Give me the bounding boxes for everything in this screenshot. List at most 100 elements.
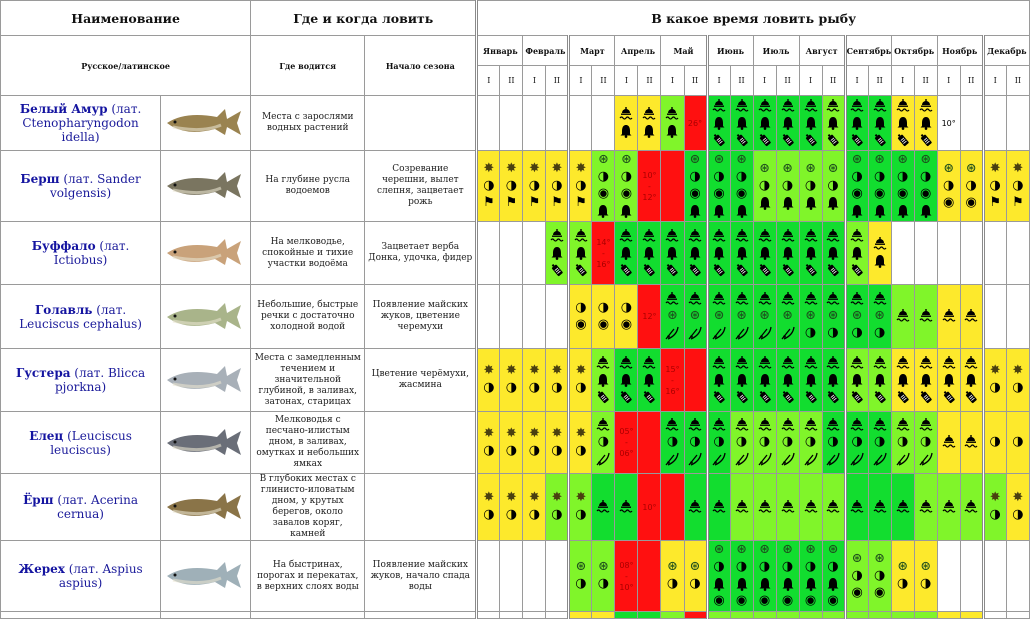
fly-rod-icon (758, 452, 772, 466)
calendar-cell-empty (959, 540, 984, 612)
fish-name-ru[interactable]: Жерех (18, 562, 65, 576)
calendar-cell-fair: ✸ ◑ (567, 348, 593, 412)
fish-name-ru[interactable]: Ёрш (23, 493, 54, 507)
half-month-label: I (475, 65, 501, 96)
bell-icon (781, 116, 795, 130)
calendar-cell-empty (981, 540, 1007, 612)
float-icon (781, 292, 795, 306)
calendar-cell-good: ◑ (775, 411, 800, 474)
fish-image-cell (160, 411, 252, 474)
half-moon-icon: ◑ (735, 434, 748, 449)
calendar-cell-fair: ◑ (981, 411, 1007, 474)
calendar-cell-fair: ✸ ◑ (1005, 473, 1030, 541)
calendar-cell-fair (637, 95, 662, 151)
header-where-when: Где и когда ловить (250, 0, 478, 36)
fish-name-lat: (лат. Aspius aspius) (58, 562, 143, 590)
fish-name-ru[interactable]: Белый Амур (19, 102, 108, 116)
feeder-icon (850, 263, 864, 277)
reel-icon: ⊛ (689, 308, 701, 323)
temperature-label: 12° (642, 312, 657, 321)
fish-name-ru[interactable]: Елец (29, 428, 64, 443)
calendar-cell-best: ⊛ ◑ ◉ (775, 540, 800, 612)
half-month-label: II (683, 65, 708, 96)
calendar-cell (843, 611, 869, 619)
fish-name-ru[interactable]: Густера (15, 366, 71, 380)
month-8: Август (798, 35, 846, 66)
fly-rod-icon (873, 452, 887, 466)
fish-habitat: Небольшие, быстрые речки с достаточно хо… (250, 284, 366, 349)
spinner-target-icon: ◉ (620, 186, 633, 201)
calendar-cell-fair: ◑ (1005, 411, 1030, 474)
calendar-cell-empty: 10° (936, 95, 961, 151)
reel-icon: ⊛ (713, 308, 725, 323)
calendar-cell-empty (591, 95, 616, 151)
calendar-cell-empty (475, 540, 501, 612)
calendar-cell-best (591, 473, 616, 541)
jig-snowflake-icon: ✸ (505, 363, 517, 378)
bell-icon (712, 116, 726, 130)
reel-icon: ⊛ (920, 559, 932, 574)
half-moon-icon: ◑ (713, 169, 725, 184)
bell-icon (781, 196, 795, 210)
half-moon-icon: ◑ (505, 177, 518, 193)
float-icon (596, 355, 610, 370)
feeder-icon (619, 263, 633, 277)
fish-season-start (364, 95, 478, 151)
fish-name[interactable]: Буффало (лат. Ictiobus) (0, 221, 162, 285)
fish-row: Голавль (лат. Leuciscus cephalus) Небольш… (0, 284, 1030, 349)
half-moon-icon: ◑ (827, 559, 839, 574)
half-moon-icon: ◑ (758, 434, 771, 449)
fish-name-ru[interactable]: Берш (20, 172, 60, 186)
month-12: Декабрь (981, 35, 1030, 66)
float-icon (619, 107, 633, 121)
calendar-cell-best (637, 221, 662, 285)
fish-name[interactable]: Белый Амур (лат. Ctenopharyngodon idella… (0, 95, 162, 151)
month-2: Февраль (522, 35, 570, 66)
reel-icon: ⊛ (597, 559, 609, 574)
calendar-cell-best (705, 348, 731, 412)
fish-name[interactable]: Жерех (лат. Aspius aspius) (0, 540, 162, 612)
fish-name-ru[interactable]: Буффало (31, 239, 96, 253)
spinner-target-icon: ◉ (873, 584, 886, 600)
bell-icon (596, 373, 610, 387)
fish-season-start: Появление майских жуков, начало спада во… (364, 540, 478, 612)
bell-icon (850, 246, 864, 260)
half-moon-icon: ◑ (804, 559, 817, 574)
reel-icon: ⊛ (736, 308, 747, 323)
calendar-cell-good: ⊛ ◑ (798, 150, 823, 222)
calendar-cell-best: ⊛ ◑ (843, 284, 869, 349)
fish-name[interactable]: Берш (лат. Sander volgensis) (0, 150, 162, 222)
fish-name-lat: (лат. Ictiobus) (53, 239, 130, 267)
half-moon-icon: ◑ (873, 567, 886, 583)
calendar-cell-good (913, 473, 938, 541)
half-moon-icon: ◑ (597, 434, 610, 449)
calendar-cell-fair: ✸ ◑ ⚑ (567, 150, 593, 222)
reel-icon: ⊛ (689, 152, 701, 167)
calendar-cell-good: ✸ ◑ (567, 473, 593, 541)
calendar-cell-spawning-ban (683, 348, 708, 412)
jig-snowflake-icon: ✸ (1012, 160, 1024, 176)
fish-name-ru[interactable]: Голавль (34, 302, 93, 317)
reel-icon: ⊛ (667, 308, 678, 323)
half-month-label: I (843, 65, 869, 96)
fish-name[interactable]: Ёрш (лат. Acerina cernua) (0, 473, 162, 541)
fish-row: Буффало (лат. Ictiobus) На мелководье, сп… (0, 221, 1030, 285)
fish-name[interactable]: Голавль (лат. Leuciscus cephalus) (0, 284, 162, 349)
bell-icon (758, 577, 772, 591)
fish-name[interactable]: Густера (лат. Blicca pjorkna) (0, 348, 162, 412)
calendar-cell-good: ⊛ ◑ ◉ (867, 540, 892, 612)
feeder-icon (919, 390, 933, 404)
half-month-label: I (705, 65, 731, 96)
reel-icon: ⊛ (597, 152, 609, 167)
flag-icon: ⚑ (575, 194, 587, 210)
reel-icon: ⊛ (897, 559, 909, 574)
half-moon-icon: ◑ (943, 177, 955, 193)
float-icon (758, 228, 772, 243)
calendar-cell-best: ⊛ (752, 284, 777, 349)
fish-name[interactable]: Елец (Leuciscus leuciscus) (0, 411, 162, 474)
jig-snowflake-icon: ✸ (1012, 363, 1024, 378)
calendar-cell-empty (981, 221, 1007, 285)
reel-icon: ⊛ (965, 160, 977, 176)
calendar-cell (913, 611, 938, 619)
half-moon-icon: ◑ (483, 177, 495, 193)
